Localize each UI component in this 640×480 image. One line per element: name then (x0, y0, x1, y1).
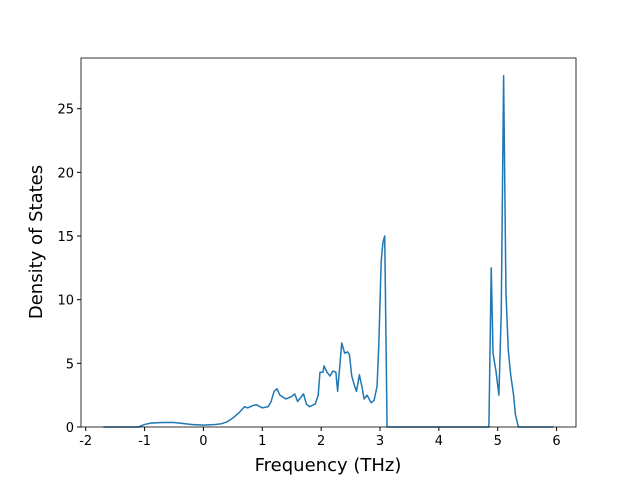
x-tick-label: 5 (494, 434, 502, 449)
x-tick-label: -1 (138, 434, 151, 449)
x-tick-label: -2 (79, 434, 92, 449)
y-tick-label: 20 (57, 166, 74, 181)
x-axis-label: Frequency (THz) (255, 455, 402, 476)
y-tick-label: 10 (57, 294, 74, 309)
x-tick-label: 2 (317, 434, 325, 449)
y-tick-label: 25 (57, 103, 74, 118)
x-tick-label: 0 (199, 434, 207, 449)
y-tick-label: 0 (66, 421, 74, 436)
y-tick-label: 5 (66, 357, 74, 372)
x-tick-label: 6 (552, 434, 560, 449)
plot-frame (80, 57, 577, 428)
line (103, 74, 554, 428)
y-axis-label: Density of States (26, 165, 47, 319)
y-tick-label: 15 (57, 230, 74, 245)
x-tick-label: 1 (258, 434, 266, 449)
x-tick-label: 4 (435, 434, 443, 449)
x-tick-label: 3 (376, 434, 384, 449)
